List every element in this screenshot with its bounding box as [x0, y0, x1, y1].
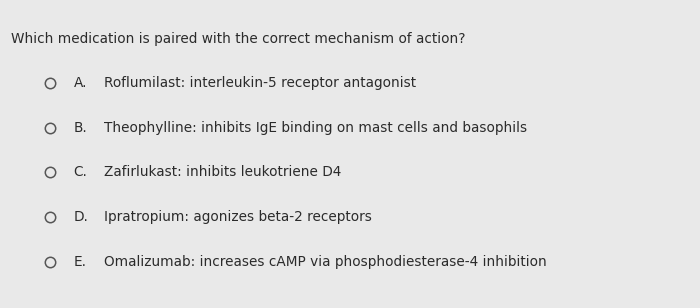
Text: D.: D.	[74, 210, 88, 224]
Text: E.: E.	[74, 255, 87, 269]
Text: Ipratropium: agonizes beta-2 receptors: Ipratropium: agonizes beta-2 receptors	[104, 210, 372, 224]
Text: Theophylline: inhibits IgE binding on mast cells and basophils: Theophylline: inhibits IgE binding on ma…	[104, 121, 526, 135]
Text: A.: A.	[74, 76, 87, 90]
Text: B.: B.	[74, 121, 88, 135]
Text: Omalizumab: increases cAMP via phosphodiesterase-4 inhibition: Omalizumab: increases cAMP via phosphodi…	[104, 255, 547, 269]
Text: Which medication is paired with the correct mechanism of action?: Which medication is paired with the corr…	[11, 32, 466, 46]
Text: Roflumilast: interleukin-5 receptor antagonist: Roflumilast: interleukin-5 receptor anta…	[104, 76, 416, 90]
Text: Zafirlukast: inhibits leukotriene D4: Zafirlukast: inhibits leukotriene D4	[104, 165, 341, 180]
Text: C.: C.	[74, 165, 88, 180]
